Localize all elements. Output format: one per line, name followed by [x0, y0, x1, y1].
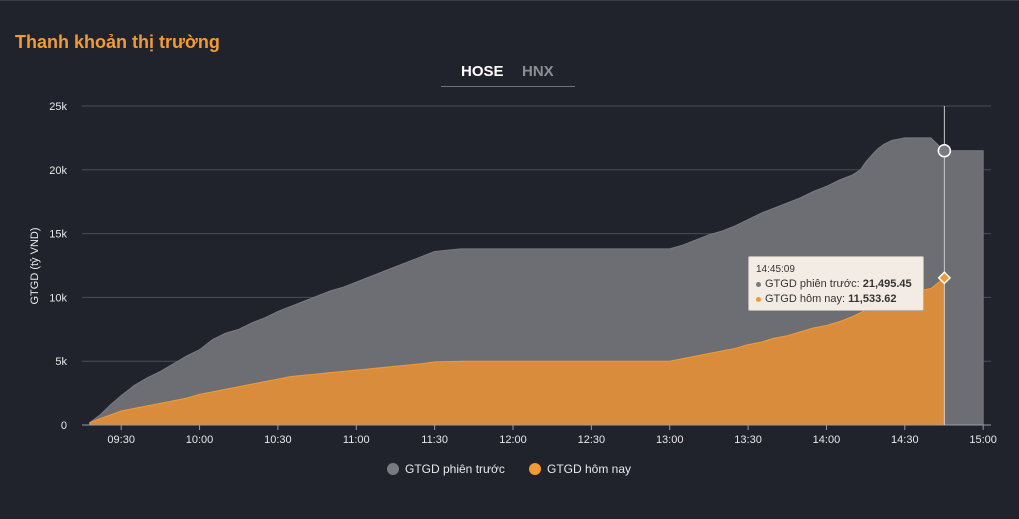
x-tick-labels: 09:30 10:00 10:30 11:00 11:30 12:00 12:30 13:00…	[107, 425, 997, 446]
y-tick-label-5: 25k	[49, 101, 67, 113]
x-tick-label-4: 11:30	[421, 434, 448, 446]
y-tick-label-2: 10k	[49, 292, 67, 304]
tooltip-row-previous: GTGD phiên trước: 21,495.45	[756, 277, 916, 292]
x-tick-label-6: 12:30	[578, 434, 606, 446]
tab-hose[interactable]: HOSE	[461, 63, 504, 80]
tab-hnx[interactable]: HNX	[522, 63, 554, 80]
x-tick-label-0: 09:30	[107, 434, 135, 446]
legend-marker-previous	[387, 463, 399, 475]
y-tick-label-4: 20k	[49, 165, 67, 177]
y-tick-label-3: 15k	[49, 229, 67, 241]
y-tick-label-1: 5k	[55, 356, 67, 368]
tooltip-row-today: GTGD hôm nay: 11,533.62	[756, 292, 916, 307]
y-tick-label-0: 0	[61, 420, 67, 432]
exchange-tab-bar: HOSE HNX	[441, 59, 575, 87]
tooltip-label-previous: GTGD phiên trước	[765, 278, 857, 290]
chart-legend: GTGD phiên trước GTGD hôm nay	[387, 462, 631, 476]
x-tick-label-5: 12:00	[499, 434, 527, 446]
x-tick-label-9: 14:00	[813, 434, 841, 446]
tooltip-time: 14:45:09	[756, 264, 795, 275]
x-tick-label-7: 13:00	[656, 434, 684, 446]
hover-marker-previous	[937, 143, 952, 158]
legend-item-previous[interactable]: GTGD phiên trước	[387, 462, 505, 476]
x-tick-label-8: 13:30	[734, 434, 762, 446]
x-tick-label-10: 14:30	[891, 434, 919, 446]
hover-crosshair	[937, 106, 952, 425]
legend-marker-today	[529, 463, 541, 475]
hover-marker-today	[937, 271, 952, 285]
tooltip-label-today: GTGD hôm nay	[765, 293, 843, 305]
tooltip-value-today: 11,533.62	[848, 293, 897, 305]
y-tick-labels: 0 5k 10k 15k 20k 25k	[49, 101, 67, 432]
x-tick-label-3: 11:00	[343, 434, 370, 446]
series-area-today	[89, 276, 945, 426]
y-axis-title: GTGD (tỷ VND)	[29, 228, 41, 305]
x-tick-label-11: 15:00	[969, 434, 997, 446]
tooltip-value-previous: 21,495.45	[862, 278, 912, 290]
x-tick-label-2: 10:30	[264, 434, 292, 446]
x-tick-label-1: 10:00	[186, 434, 214, 446]
series-areas	[89, 137, 984, 426]
tooltip-dot-previous	[756, 281, 761, 287]
legend-label-previous: GTGD phiên trước	[405, 462, 505, 476]
panel-title: Thanh khoản thị trường	[15, 32, 220, 52]
legend-item-today[interactable]: GTGD hôm nay	[529, 462, 631, 476]
hover-tooltip: 14:45:09 GTGD phiên trước: 21,495.45 GTG…	[748, 256, 924, 311]
legend-label-today: GTGD hôm nay	[547, 462, 631, 476]
tooltip-dot-today	[756, 296, 761, 302]
